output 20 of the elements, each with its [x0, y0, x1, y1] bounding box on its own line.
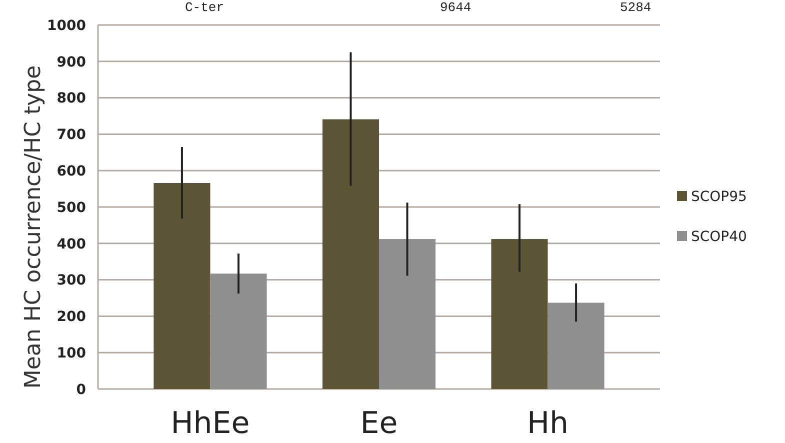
y-tick-label: 1000 [47, 18, 86, 34]
legend-label: SCOP40 [691, 229, 747, 245]
x-tick-label: HhEe [170, 406, 250, 441]
y-tick-label: 900 [56, 54, 86, 70]
text: C-ter [185, 0, 224, 15]
y-tick-label: 800 [56, 90, 86, 107]
y-tick-label: 500 [56, 200, 86, 216]
x-tick-label: Hh [526, 406, 569, 441]
y-axis-title: Mean HC occurrence/HC type [21, 65, 46, 389]
y-tick-label: 0 [76, 382, 86, 398]
y-tick-label: 100 [56, 346, 86, 362]
y-tick-label: 600 [56, 164, 86, 180]
y-tick-label: 300 [56, 272, 86, 289]
text: 5284 [620, 0, 652, 15]
y-tick-label: 400 [56, 236, 86, 252]
text: 9644 [440, 0, 472, 15]
x-tick-label: Ee [360, 406, 398, 441]
y-tick-label: 200 [56, 309, 86, 326]
legend-label: SCOP95 [691, 189, 747, 205]
y-tick-label: 700 [56, 127, 86, 144]
